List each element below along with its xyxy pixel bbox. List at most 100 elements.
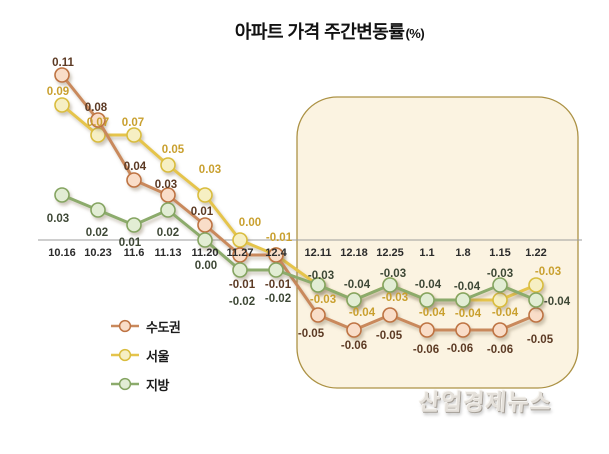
data-point — [126, 127, 142, 143]
chart-title-text: 아파트 가격 주간변동률 — [234, 22, 405, 42]
data-label: 0.00 — [239, 217, 261, 229]
x-axis-label: 11.27 — [227, 247, 254, 259]
data-point — [310, 307, 326, 323]
data-point — [346, 322, 362, 338]
data-label: 0.04 — [124, 161, 147, 173]
data-label: -0.05 — [376, 330, 403, 342]
data-label: 0.08 — [85, 102, 108, 114]
chart-title: 아파트 가격 주간변동률(%) — [50, 18, 609, 44]
data-point — [54, 187, 70, 203]
line-marker-icon — [111, 319, 139, 333]
x-axis-label: 11.6 — [124, 247, 145, 259]
data-label: -0.01 — [229, 279, 256, 291]
data-point — [419, 292, 435, 308]
x-axis-label: 1.8 — [455, 247, 470, 259]
data-label: 0.07 — [87, 117, 109, 129]
data-label: -0.05 — [298, 328, 325, 340]
data-point — [419, 322, 435, 338]
data-point — [90, 202, 106, 218]
data-label: 0.07 — [122, 117, 144, 129]
data-label: -0.04 — [419, 307, 446, 319]
data-label: 0.05 — [162, 144, 185, 156]
data-point — [232, 262, 248, 278]
legend-label: 수도권 — [146, 319, 181, 335]
data-label: -0.02 — [265, 293, 291, 305]
data-point — [268, 262, 284, 278]
data-point — [528, 292, 544, 308]
data-point — [455, 322, 471, 338]
data-label: 0.01 — [119, 237, 142, 249]
data-label: -0.06 — [487, 344, 513, 356]
x-axis-label: 12.25 — [376, 247, 404, 259]
data-label: -0.04 — [344, 279, 371, 291]
data-label: -0.06 — [341, 340, 367, 352]
data-point — [54, 97, 70, 113]
chart-title-unit: (%) — [405, 26, 425, 41]
line-marker-icon — [111, 348, 139, 362]
x-axis-label: 10.16 — [48, 247, 76, 259]
x-axis-label: 12.18 — [340, 247, 368, 259]
x-axis-label: 12.11 — [305, 247, 332, 259]
legend-item-jibang: 지방 — [110, 377, 180, 393]
data-label: -0.05 — [527, 334, 554, 346]
line-marker-icon — [111, 377, 139, 391]
highlight-region — [296, 96, 579, 389]
data-point — [528, 307, 544, 323]
data-label: -0.04 — [455, 308, 482, 320]
data-label: -0.01 — [265, 279, 292, 291]
data-label: -0.01 — [266, 232, 293, 244]
data-label: -0.03 — [310, 294, 336, 306]
data-label: -0.06 — [413, 344, 439, 356]
data-label: 0.03 — [199, 164, 221, 176]
data-point — [160, 202, 176, 218]
x-axis-label: 1.22 — [525, 247, 546, 259]
data-label: -0.03 — [308, 270, 334, 282]
data-point — [126, 172, 142, 188]
data-point — [310, 277, 326, 293]
data-point — [160, 157, 176, 173]
x-axis-label: 12.4 — [265, 247, 287, 259]
data-label: -0.06 — [447, 343, 473, 355]
data-label: -0.04 — [544, 296, 571, 308]
data-point — [528, 277, 544, 293]
chart-legend: 수도권 서울 지방 — [110, 319, 181, 393]
series-수도권 — [54, 67, 544, 338]
x-axis-label: 1.1 — [419, 247, 434, 259]
data-point — [232, 232, 248, 248]
data-point — [54, 67, 70, 83]
legend-item-sudogwon: 수도권 — [110, 319, 181, 335]
data-point — [160, 187, 176, 203]
series-지방 — [54, 187, 544, 308]
data-point — [197, 187, 213, 203]
legend-label: 지방 — [146, 377, 169, 393]
data-label: -0.04 — [349, 307, 376, 319]
data-label: -0.04 — [415, 279, 442, 291]
watermark: 산업경제뉴스 — [417, 389, 553, 415]
data-label: -0.03 — [382, 292, 408, 304]
data-label: 0.03 — [155, 179, 177, 191]
data-point — [492, 322, 508, 338]
data-point — [346, 292, 362, 308]
data-label: 0.11 — [52, 57, 74, 69]
data-label: -0.04 — [454, 281, 481, 293]
data-label: 0.09 — [47, 86, 69, 98]
legend-label: 서울 — [146, 348, 169, 364]
data-label: -0.03 — [535, 266, 561, 278]
data-label: 0.03 — [47, 213, 69, 225]
data-point — [197, 232, 213, 248]
data-label: -0.04 — [492, 307, 519, 319]
data-label: 0.01 — [191, 206, 214, 218]
x-axis-label: 10.23 — [84, 247, 112, 259]
legend-item-seoul: 서울 — [110, 348, 180, 364]
data-point — [492, 292, 508, 308]
data-point — [382, 307, 398, 323]
data-label: 0.00 — [195, 260, 217, 272]
data-label: 0.02 — [86, 227, 108, 239]
data-label: -0.03 — [380, 268, 406, 280]
data-point — [455, 292, 471, 308]
data-point — [492, 277, 508, 293]
data-label: 0.02 — [157, 227, 179, 239]
data-point — [90, 127, 106, 143]
